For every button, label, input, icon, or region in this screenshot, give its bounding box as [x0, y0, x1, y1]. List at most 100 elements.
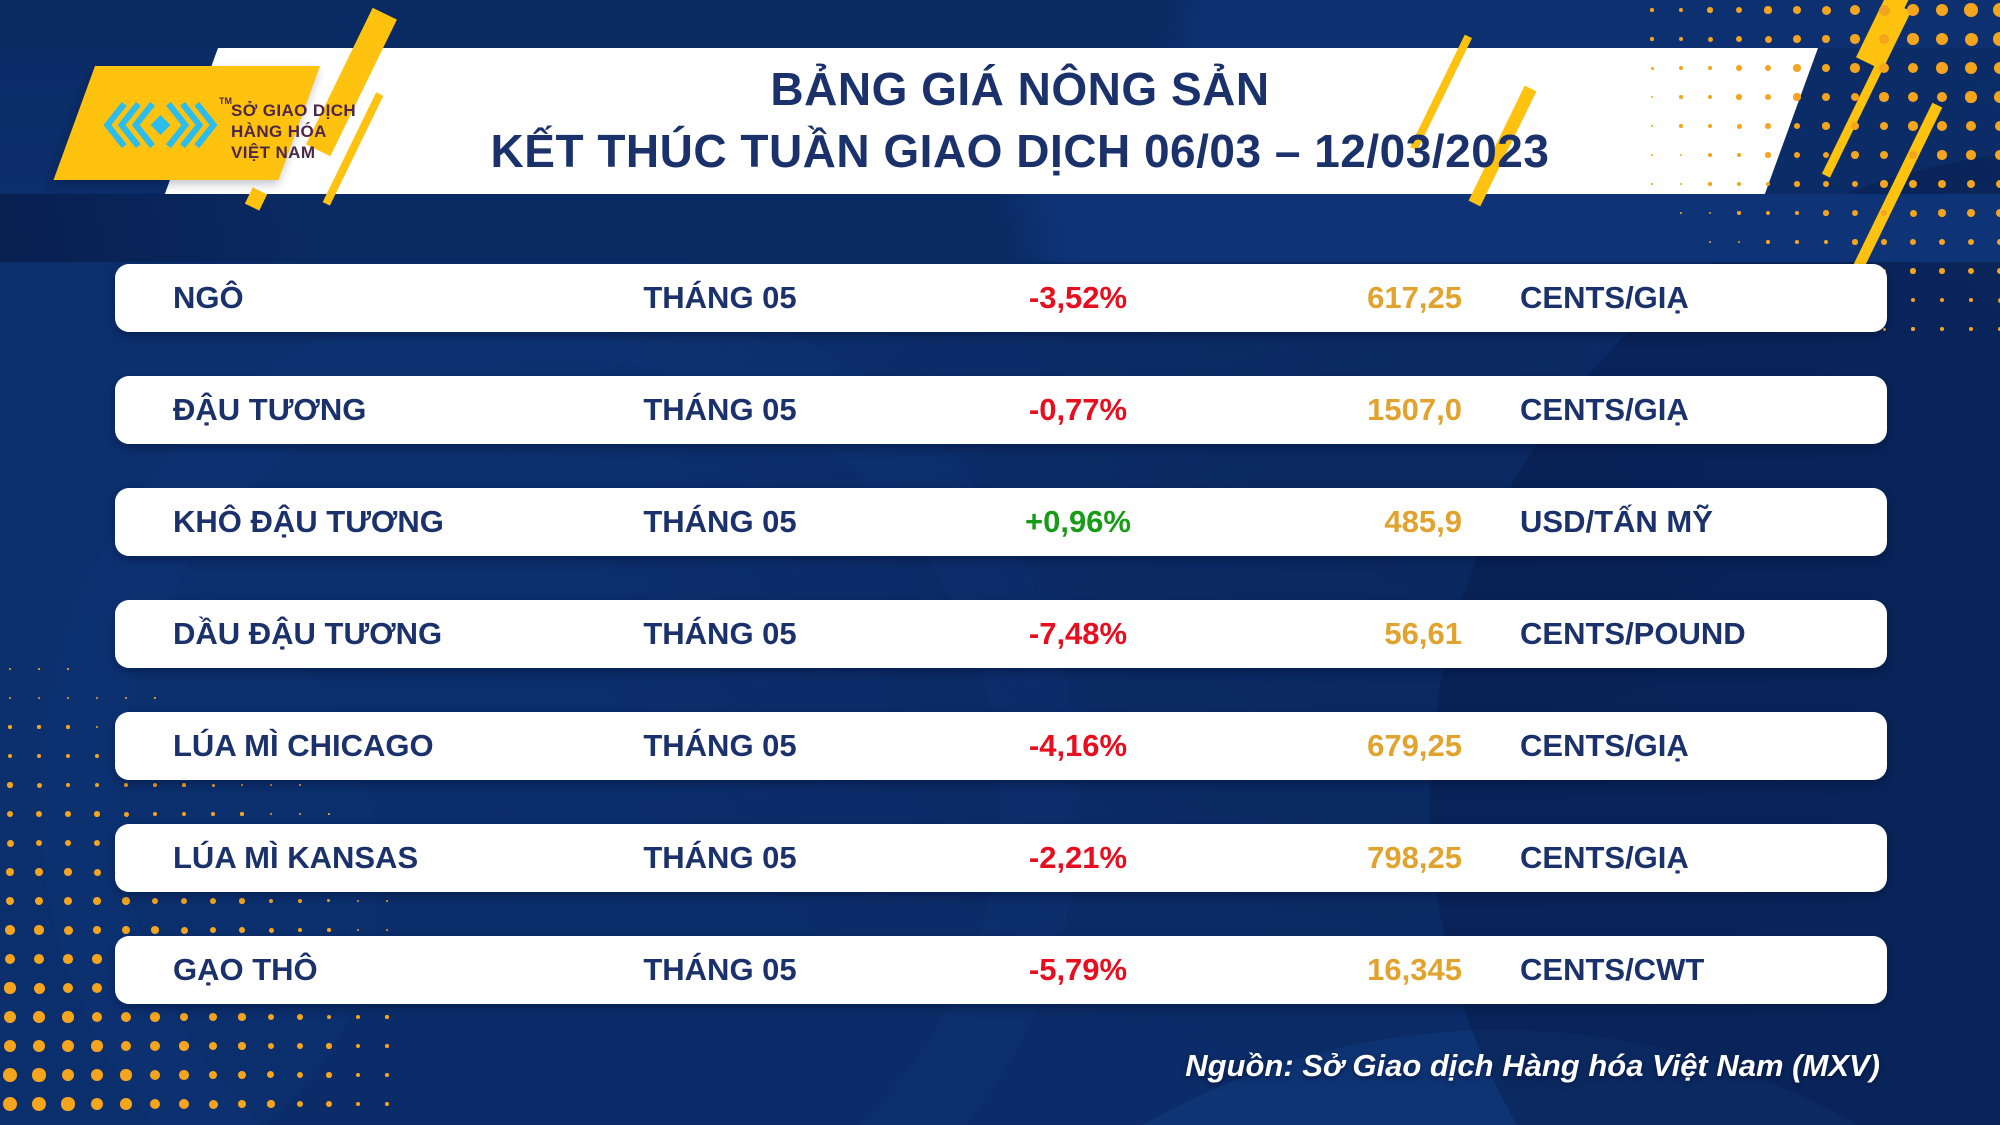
title-line-2: KẾT THÚC TUẦN GIAO DỊCH 06/03 – 12/03/20…	[490, 125, 1550, 177]
halftone-dot	[355, 1072, 361, 1078]
halftone-dot	[1911, 327, 1915, 331]
table-row: LÚA MÌ CHICAGO THÁNG 05 -4,16% 679,25 CE…	[115, 712, 1887, 780]
commodity-name: GẠO THÔ	[173, 952, 318, 987]
halftone-dot	[33, 1011, 45, 1023]
halftone-dot	[1821, 34, 1831, 44]
halftone-dot	[123, 811, 129, 817]
halftone-dot	[1851, 151, 1859, 159]
halftone-dot	[95, 754, 99, 758]
halftone-dot	[1937, 179, 1947, 189]
halftone-dot	[63, 896, 73, 906]
halftone-dot	[121, 925, 130, 934]
halftone-dot	[1998, 327, 2000, 331]
halftone-dot	[1968, 297, 1974, 303]
halftone-dot	[1679, 153, 1683, 157]
halftone-dot	[92, 954, 102, 964]
halftone-dot	[1850, 5, 1860, 15]
halftone-dot	[1852, 210, 1858, 216]
halftone-dot	[1679, 66, 1683, 70]
halftone-dot	[297, 1014, 303, 1020]
halftone-dot	[1736, 123, 1742, 129]
price-unit: CENTS/POUND	[1520, 616, 1746, 651]
halftone-dot	[91, 1040, 103, 1052]
halftone-dot	[1850, 34, 1860, 44]
halftone-dot	[1708, 153, 1712, 157]
halftone-dot	[6, 839, 14, 847]
halftone-dot	[326, 1043, 332, 1049]
halftone-dot	[1995, 179, 2000, 189]
halftone-dot	[1821, 5, 1831, 15]
halftone-dot	[1993, 32, 2000, 46]
logo-org-name: SỞ GIAO DỊCH HÀNG HÓA VIỆT NAM	[231, 100, 356, 163]
contract-month: THÁNG 05	[643, 840, 797, 875]
halftone-dot	[239, 927, 245, 933]
halftone-dot	[91, 1069, 103, 1081]
halftone-dot	[93, 839, 101, 847]
halftone-dot	[3, 1010, 16, 1023]
halftone-dot	[1794, 181, 1800, 187]
halftone-dot	[1764, 35, 1772, 43]
halftone-dot	[1735, 6, 1743, 14]
halftone-dot	[32, 1039, 46, 1053]
halftone-dot	[64, 868, 72, 876]
halftone-dot	[1850, 92, 1860, 102]
halftone-dot	[34, 896, 44, 906]
weekly-change: -5,79%	[1028, 952, 1128, 987]
halftone-dot	[1793, 35, 1801, 43]
halftone-dot	[34, 925, 44, 935]
halftone-dot	[33, 982, 45, 994]
halftone-dot	[327, 928, 331, 932]
price-unit: CENTS/GIẠ	[1520, 840, 1689, 875]
trademark-label: TM	[219, 96, 232, 106]
halftone-dot	[356, 1015, 361, 1020]
halftone-dot	[1821, 63, 1831, 73]
halftone-dot	[299, 813, 302, 816]
halftone-dot	[1996, 238, 2000, 246]
halftone-dot	[180, 897, 188, 905]
halftone-dot	[1794, 210, 1800, 216]
halftone-dot	[1935, 32, 1949, 46]
halftone-dot	[1937, 121, 1947, 131]
halftone-dot	[1879, 92, 1889, 102]
halftone-dot	[1793, 64, 1801, 72]
halftone-dot	[123, 782, 129, 788]
halftone-dot	[208, 1041, 218, 1051]
halftone-dot	[151, 897, 159, 905]
halftone-dot	[1852, 239, 1858, 245]
halftone-dot	[7, 753, 13, 759]
halftone-dot	[1708, 182, 1712, 186]
halftone-dot	[1995, 150, 2000, 160]
contract-month: THÁNG 05	[643, 504, 797, 539]
halftone-dot	[385, 1073, 389, 1077]
halftone-dot	[153, 783, 157, 787]
contract-month: THÁNG 05	[643, 952, 797, 987]
halftone-dot	[211, 783, 215, 787]
halftone-dot	[269, 812, 273, 816]
halftone-dot	[1822, 180, 1829, 187]
halftone-dot	[1736, 152, 1742, 158]
halftone-dot	[1966, 179, 1976, 189]
halftone-dot	[3, 1039, 17, 1053]
halftone-dot	[1878, 4, 1890, 16]
halftone-dot	[297, 927, 303, 933]
halftone-dot	[179, 1099, 189, 1109]
halftone-dot	[268, 927, 274, 933]
halftone-dot	[62, 982, 74, 994]
halftone-dot	[1996, 209, 2000, 217]
halftone-dot	[1794, 152, 1801, 159]
halftone-dot	[1707, 94, 1713, 100]
halftone-dot	[298, 899, 302, 903]
halftone-dot	[1822, 93, 1830, 101]
logo-org-line-3: VIỆT NAM	[231, 143, 316, 162]
halftone-dot	[1967, 238, 1975, 246]
halftone-dot	[125, 697, 127, 699]
halftone-dot	[1679, 124, 1683, 128]
halftone-dot	[1997, 268, 2000, 274]
halftone-dot	[120, 1069, 132, 1081]
top-strip	[0, 0, 2000, 48]
halftone-dot	[1850, 121, 1860, 131]
halftone-dot	[210, 898, 216, 904]
halftone-dot	[32, 1068, 46, 1082]
halftone-dot	[386, 900, 388, 902]
halftone-dot	[1822, 151, 1830, 159]
